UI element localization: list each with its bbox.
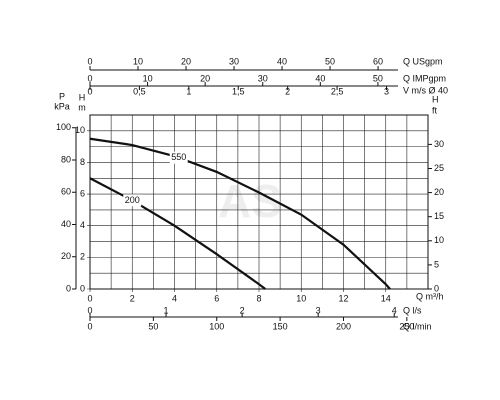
y-tick-label: 20 — [61, 251, 71, 261]
y2-tick-label: 5 — [434, 259, 439, 269]
x-tick-label: 12 — [338, 293, 348, 303]
tick-label: 3 — [316, 305, 321, 315]
tick-label: 20 — [181, 56, 191, 66]
tick-label: 0 — [87, 56, 92, 66]
y2-tick-label: 25 — [434, 163, 444, 173]
axis-label: Q USgpm — [403, 56, 443, 66]
tick-label: 4 — [392, 305, 397, 315]
y2-tick-label: 10 — [434, 235, 444, 245]
tick-label: 1 — [164, 305, 169, 315]
tick-label: 2,5 — [331, 86, 344, 96]
tick-label: 10 — [143, 73, 153, 83]
curve-label: 550 — [171, 152, 186, 162]
pump-curve — [89, 137, 391, 290]
tick-label: 30 — [229, 56, 239, 66]
y2-tick-label: 0 — [434, 283, 439, 293]
y-tick-label: 0 — [80, 283, 85, 293]
tick-label: 1,5 — [232, 86, 245, 96]
y-tick-label: 2 — [80, 252, 85, 262]
x-tick-label: 6 — [214, 293, 219, 303]
y-tick-label: 40 — [61, 219, 71, 229]
tick-label: 60 — [373, 56, 383, 66]
y-tick-label: 100 — [56, 122, 71, 132]
tick-label: 0,5 — [133, 86, 146, 96]
y2-axis-label: H — [432, 94, 439, 104]
y-tick-label: 4 — [80, 220, 85, 230]
tick-label: 1 — [186, 86, 191, 96]
y-axis-label: m — [78, 102, 86, 112]
y-tick-label: 10 — [75, 125, 85, 135]
y2-tick-label: 15 — [434, 211, 444, 221]
x-axis-label: Q m³/h — [416, 291, 444, 301]
tick-label: 0 — [87, 321, 92, 331]
tick-label: 20 — [200, 73, 210, 83]
tick-label: 0 — [87, 305, 92, 315]
tick-label: 3 — [384, 86, 389, 96]
axis-label: Q l/min — [403, 321, 432, 331]
tick-label: 0 — [87, 73, 92, 83]
tick-label: 50 — [325, 56, 335, 66]
x-tick-label: 4 — [172, 293, 177, 303]
tick-label: 50 — [148, 321, 158, 331]
tick-label: 30 — [258, 73, 268, 83]
y-tick-label: 8 — [80, 157, 85, 167]
tick-label: 150 — [273, 321, 288, 331]
tick-label: 2 — [285, 86, 290, 96]
tick-label: 10 — [133, 56, 143, 66]
axis-label: Q IMPgpm — [403, 73, 446, 83]
label-bg — [169, 151, 188, 164]
tick-label: 40 — [277, 56, 287, 66]
watermark: AS — [218, 175, 282, 227]
y-axis-label: H — [79, 92, 86, 102]
y-tick-label: 60 — [61, 187, 71, 197]
tick-label: 100 — [209, 321, 224, 331]
x-tick-label: 10 — [296, 293, 306, 303]
axis-label: Q l/s — [403, 305, 422, 315]
x-tick-label: 0 — [87, 293, 92, 303]
label-bg — [123, 194, 142, 207]
axis-label: V m/s Ø 40 — [403, 85, 448, 95]
curve-label: 200 — [125, 195, 140, 205]
tick-label: 40 — [315, 73, 325, 83]
y-tick-label: 80 — [61, 154, 71, 164]
tick-label: 200 — [336, 321, 351, 331]
tick-label: 50 — [373, 73, 383, 83]
y-axis-label: kPa — [54, 101, 70, 111]
x-tick-label: 14 — [381, 293, 391, 303]
y-tick-label: 0 — [66, 283, 71, 293]
plot-frame — [89, 114, 429, 290]
x-tick-label: 8 — [256, 293, 261, 303]
tick-label: 0 — [87, 86, 92, 96]
tick-label: 2 — [240, 305, 245, 315]
tick-label: 250 — [399, 321, 414, 331]
y2-tick-label: 30 — [434, 139, 444, 149]
x-tick-label: 2 — [130, 293, 135, 303]
y2-tick-label: 20 — [434, 187, 444, 197]
y2-axis-label: ft — [432, 105, 438, 115]
y-tick-label: 6 — [80, 188, 85, 198]
y-axis-label: P — [59, 91, 65, 101]
